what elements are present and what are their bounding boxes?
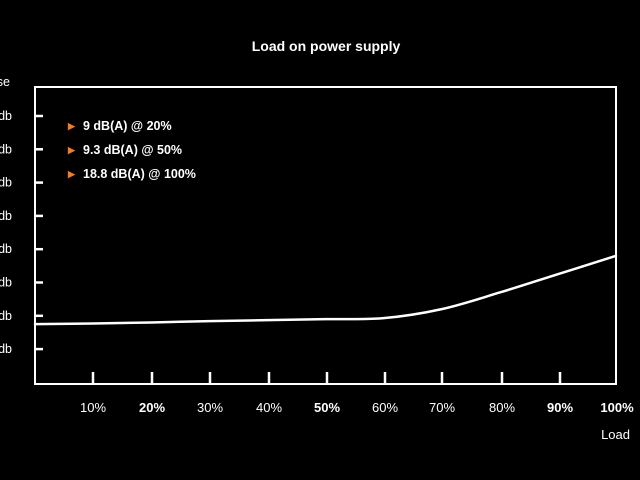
y-tick-label: db — [0, 342, 12, 356]
x-tick-label: 50% — [314, 400, 340, 415]
legend-marker-icon: ▶ — [68, 168, 75, 179]
x-axis-label: Load — [601, 427, 630, 442]
legend-label: 9.3 dB(A) @ 50% — [83, 143, 183, 157]
legend-label: 9 dB(A) @ 20% — [83, 119, 172, 133]
data-point — [92, 322, 94, 325]
data-point — [34, 323, 36, 325]
data-point — [499, 291, 501, 294]
y-tick-label: db — [0, 309, 12, 323]
y-axis-ticks: db db db db db db db db — [0, 109, 43, 356]
x-tick-label: 20% — [139, 400, 165, 415]
y-tick-label: db — [0, 109, 12, 123]
x-tick-label: 70% — [429, 400, 455, 415]
chart-legend: ▶ 9 dB(A) @ 20% ▶ 9.3 dB(A) @ 50% ▶ 18.8… — [68, 114, 196, 186]
data-point — [266, 319, 269, 321]
series-group — [33, 254, 618, 326]
chart-title: Load on power supply — [251, 38, 401, 54]
legend-item: ▶ 18.8 dB(A) @ 100% — [68, 162, 196, 186]
data-point — [615, 255, 617, 257]
data-point — [557, 273, 559, 275]
x-tick-label: 40% — [256, 400, 282, 415]
legend-marker-icon: ▶ — [68, 120, 75, 131]
y-axis-label: se — [0, 75, 10, 89]
series-line — [33, 254, 618, 326]
x-tick-label: 10% — [80, 400, 106, 415]
legend-label: 18.8 dB(A) @ 100% — [83, 167, 196, 181]
x-tick-label: 80% — [489, 400, 515, 415]
data-point — [440, 308, 443, 310]
y-tick-label: db — [0, 209, 12, 223]
y-tick-label: db — [0, 242, 12, 256]
x-axis-ticks: 10% 20% 30% 40% 50% 60% 70% 80% 90% 100% Load — [80, 372, 634, 442]
y-tick-label: db — [0, 142, 12, 156]
data-point — [150, 321, 152, 324]
legend-marker-icon: ▶ — [68, 144, 75, 155]
x-tick-label: 90% — [547, 400, 573, 415]
chart-axes: se — [0, 75, 617, 385]
data-point — [208, 320, 211, 322]
x-tick-label: 100% — [600, 400, 634, 415]
data-point — [382, 317, 385, 319]
legend-item: ▶ 9 dB(A) @ 20% — [68, 114, 196, 138]
data-point — [324, 318, 327, 320]
plot-frame — [34, 86, 617, 385]
x-tick-label: 60% — [372, 400, 398, 415]
y-tick-label: db — [0, 176, 12, 190]
x-tick-label: 30% — [197, 400, 223, 415]
y-tick-label: db — [0, 276, 12, 290]
legend-item: ▶ 9.3 dB(A) @ 50% — [68, 138, 196, 162]
